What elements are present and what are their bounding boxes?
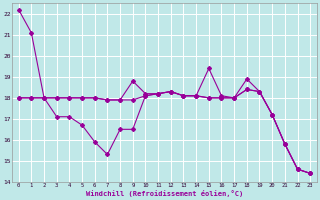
X-axis label: Windchill (Refroidissement éolien,°C): Windchill (Refroidissement éolien,°C) xyxy=(86,190,243,197)
